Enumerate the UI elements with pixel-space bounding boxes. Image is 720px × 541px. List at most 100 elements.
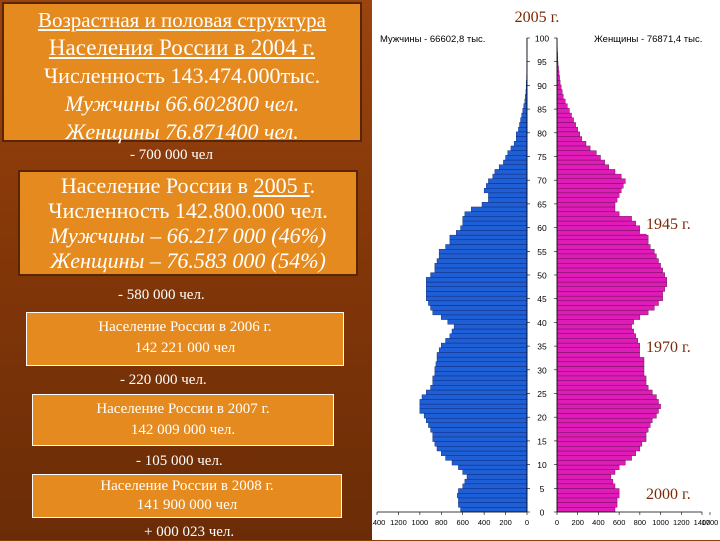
female-bar-age-16	[557, 432, 646, 437]
female-bar-age-22	[557, 404, 661, 409]
male-bar-age-51	[435, 268, 527, 273]
female-axis-tick-label: 600	[613, 518, 626, 527]
age-tick-label: 90	[537, 81, 547, 91]
female-bar-age-28	[557, 376, 646, 381]
age-tick-label: 85	[537, 105, 547, 115]
female-bar-age-4	[557, 489, 619, 494]
male-bar-age-24	[422, 395, 527, 400]
age-tick-label: 35	[537, 342, 547, 352]
male-bar-age-61	[463, 221, 527, 226]
female-bar-age-91	[557, 80, 560, 85]
male-bar-age-37	[450, 334, 527, 339]
female-bar-age-40	[557, 320, 634, 325]
annotation-2000: 2000 г.	[640, 482, 716, 504]
female-bar-age-11	[557, 456, 632, 461]
male-bar-age-64	[471, 207, 527, 212]
female-bar-age-64	[557, 207, 615, 212]
male-bar-age-19	[426, 418, 527, 423]
male-bar-age-43	[431, 306, 527, 311]
male-bar-age-86	[524, 104, 527, 109]
male-bar-age-55	[439, 249, 527, 254]
female-bar-age-66	[557, 198, 617, 203]
annotation-label: 1945 г.	[646, 216, 691, 233]
male-bar-age-84	[522, 113, 527, 118]
age-tick-label: 5	[540, 484, 545, 494]
female-bar-age-42	[557, 310, 648, 315]
population-2004-men: Мужчины 66.602800 чел.	[4, 90, 360, 118]
male-axis-tick-label: 0	[525, 518, 529, 527]
age-tick-label: 40	[537, 318, 547, 328]
male-bar-age-65	[482, 202, 527, 207]
female-bar-age-39	[557, 324, 632, 329]
female-bar-age-84	[557, 113, 572, 118]
male-bar-age-22	[420, 404, 527, 409]
female-bar-age-50	[557, 273, 665, 278]
female-bar-age-52	[557, 263, 661, 268]
male-bar-age-10	[452, 460, 527, 465]
female-bar-age-24	[557, 395, 656, 400]
male-bar-age-54	[439, 254, 527, 259]
female-bar-age-44	[557, 301, 659, 306]
female-bar-age-69	[557, 183, 623, 188]
male-bar-age-85	[523, 108, 527, 113]
male-bar-age-15	[433, 437, 527, 442]
female-axis-tick-label: 0	[555, 518, 559, 527]
population-2007-box: Население России в 2007 г. 142 009 000 ч…	[32, 394, 334, 446]
male-bar-age-11	[446, 456, 527, 461]
male-bar-age-44	[428, 301, 527, 306]
male-bar-age-75	[506, 155, 527, 160]
female-bar-age-62	[557, 216, 632, 221]
male-bar-age-18	[428, 423, 527, 428]
female-bar-age-36	[557, 338, 638, 343]
male-bars	[420, 38, 527, 512]
age-tick-label: 70	[537, 176, 547, 186]
female-bar-age-30	[557, 367, 644, 372]
female-bar-age-71	[557, 174, 621, 179]
female-bar-age-67	[557, 193, 619, 198]
female-bar-age-87	[557, 99, 565, 104]
female-bar-age-59	[557, 230, 646, 235]
female-bar-age-61	[557, 221, 636, 226]
female-bar-age-9	[557, 465, 619, 470]
male-bar-age-83	[521, 118, 527, 123]
male-bar-age-42	[433, 310, 527, 315]
female-bar-age-33	[557, 352, 642, 357]
population-2004-women: Женщины 76.871400 чел.	[4, 118, 360, 146]
female-bar-age-63	[557, 212, 619, 217]
annotation-label: 2000 г.	[646, 486, 691, 503]
female-bar-age-25	[557, 390, 652, 395]
male-bar-age-14	[435, 442, 527, 447]
change-2004-2005: - 700 000 чел	[130, 147, 213, 164]
male-bar-age-9	[458, 465, 527, 470]
female-axis-tick-label: 200	[571, 518, 584, 527]
female-bar-age-5	[557, 484, 615, 489]
female-bar-age-34	[557, 348, 642, 353]
male-bar-age-39	[454, 324, 527, 329]
male-bar-age-82	[520, 122, 528, 127]
male-bar-age-73	[499, 165, 527, 170]
female-bar-age-41	[557, 315, 640, 320]
male-bar-age-70	[488, 179, 527, 184]
male-bar-age-29	[435, 371, 527, 376]
female-bar-age-55	[557, 249, 654, 254]
female-bar-age-74	[557, 160, 605, 165]
female-bar-age-23	[557, 399, 659, 404]
male-bar-age-74	[503, 160, 527, 165]
male-axis-tick-label: 800	[435, 518, 448, 527]
chart-title: 2005 г.	[515, 9, 560, 26]
male-axis-tick-label: 1000	[412, 518, 429, 527]
population-2004-title: Населения России в 2004 г.	[4, 34, 360, 62]
male-bar-age-5	[463, 484, 527, 489]
age-tick-label: 60	[537, 223, 547, 233]
female-bar-age-56	[557, 244, 650, 249]
female-bar-age-31	[557, 362, 644, 367]
population-2006-title: Население России в 2006 г.	[27, 317, 343, 338]
female-bar-age-32	[557, 357, 644, 362]
male-bar-age-33	[437, 352, 527, 357]
female-bar-age-8	[557, 470, 615, 475]
female-bar-age-43	[557, 306, 654, 311]
male-bar-age-3	[457, 493, 527, 498]
female-bar-age-6	[557, 479, 613, 484]
male-bar-age-16	[433, 432, 527, 437]
female-bar-age-51	[557, 268, 663, 273]
